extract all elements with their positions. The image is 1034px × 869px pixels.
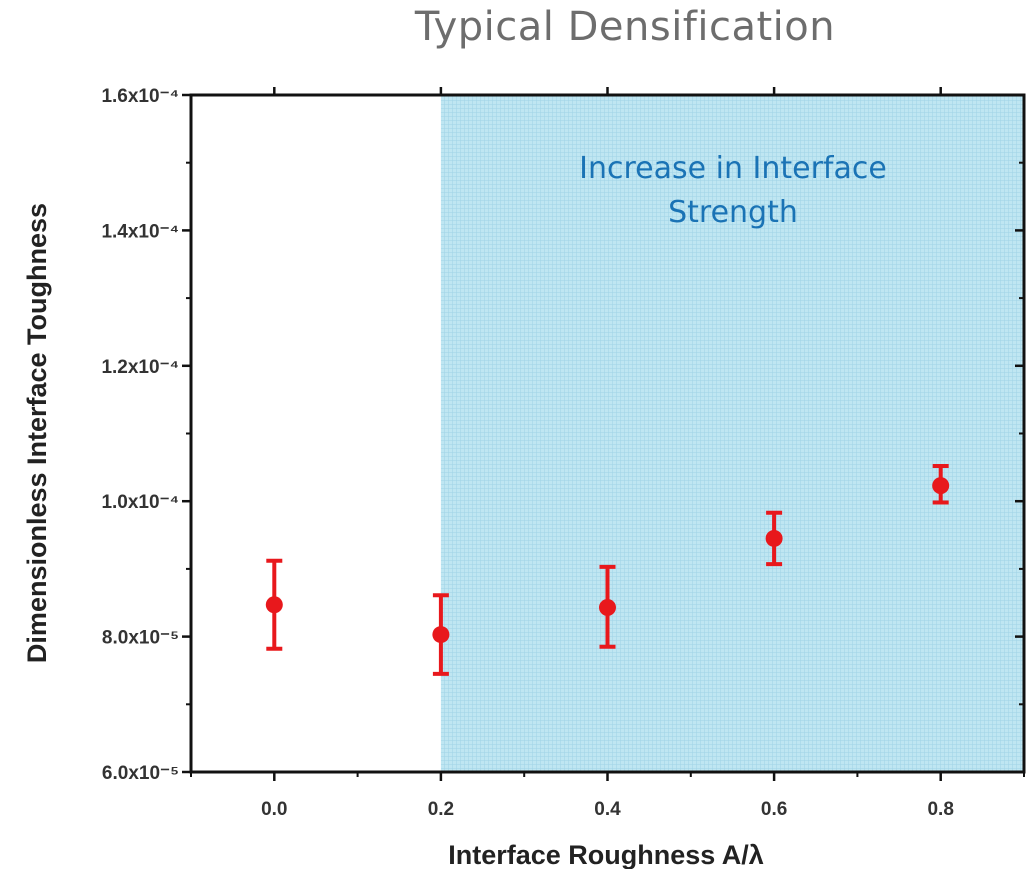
data-marker bbox=[932, 477, 950, 495]
slide-title: Typical Densification bbox=[414, 4, 836, 50]
x-tick-label: 0.8 bbox=[927, 799, 953, 820]
x-tick-label: 0.2 bbox=[428, 799, 454, 820]
shaded-region-layer bbox=[440, 95, 1024, 772]
data-point bbox=[599, 564, 616, 649]
data-points-layer bbox=[265, 463, 950, 676]
x-axis-title: Interface Roughness A/λ bbox=[448, 840, 764, 869]
x-tick-label: 0.4 bbox=[594, 799, 621, 820]
annotation-line-1: Increase in Interface bbox=[579, 151, 887, 186]
x-tick-label: 0.0 bbox=[261, 799, 287, 820]
data-point bbox=[265, 558, 283, 651]
axes-layer: 0.0 0.2 0.4 0.6 0.8 6.0x10⁻⁵ 8.0x10⁻⁵ 1.0x10⁻⁴ 1… bbox=[101, 86, 1026, 820]
y-tick-label: 6.0x10⁻⁵ bbox=[102, 763, 179, 784]
x-tick-label: 0.6 bbox=[761, 799, 787, 820]
y-tick-label: 1.2x10⁻⁴ bbox=[101, 357, 179, 378]
y-axis-title: Dimensionless Interface Toughness bbox=[22, 203, 52, 663]
data-marker bbox=[765, 529, 783, 547]
annotation-layer: Increase in Interface Strength bbox=[579, 151, 887, 230]
data-point bbox=[432, 593, 450, 676]
y-tick-label: 1.4x10⁻⁴ bbox=[101, 221, 179, 242]
data-point bbox=[765, 510, 783, 567]
annotation-line-2: Strength bbox=[668, 195, 798, 230]
y-tick-label: 8.0x10⁻⁵ bbox=[102, 628, 179, 649]
shaded-region bbox=[440, 95, 1024, 772]
y-tick-label: 1.0x10⁻⁴ bbox=[101, 492, 179, 513]
data-marker bbox=[599, 598, 616, 616]
data-point bbox=[932, 463, 950, 505]
y-tick-label: 1.6x10⁻⁴ bbox=[101, 86, 179, 107]
data-marker bbox=[432, 626, 450, 644]
data-marker bbox=[265, 596, 283, 614]
